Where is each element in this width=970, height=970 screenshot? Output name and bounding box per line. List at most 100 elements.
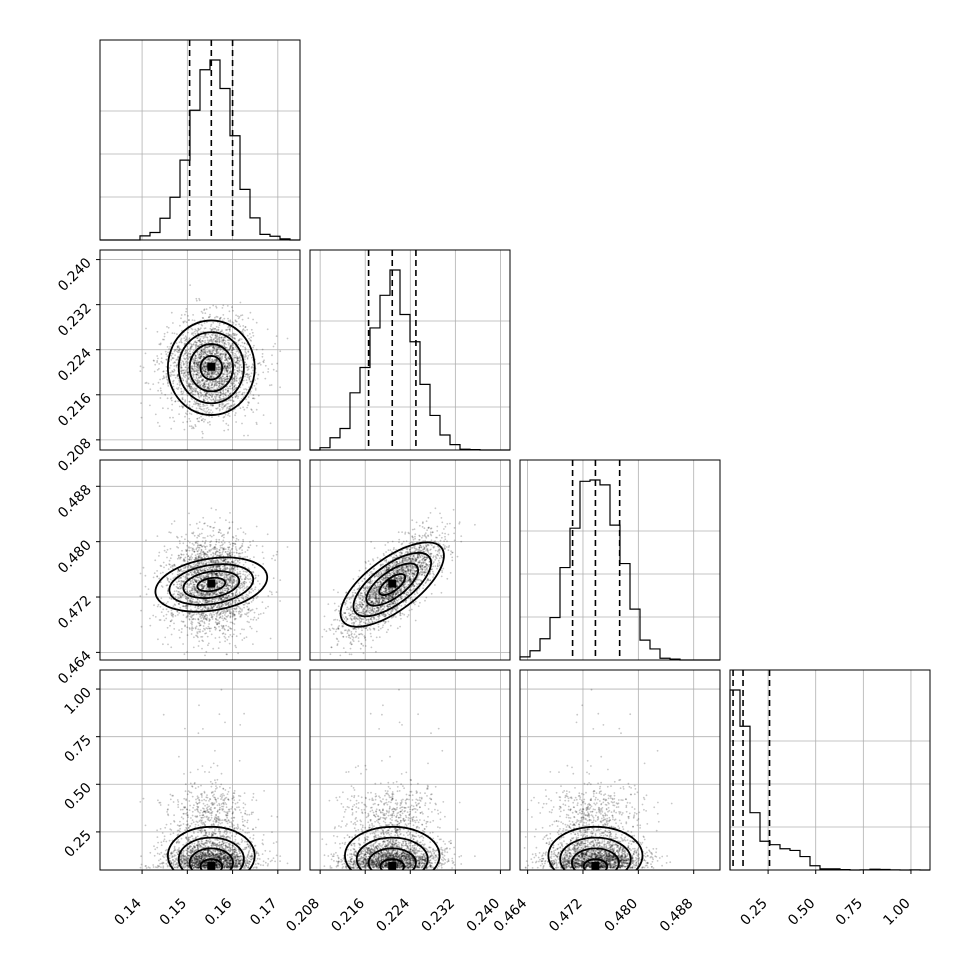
sample-point: [195, 369, 198, 372]
sample-point: [225, 422, 228, 425]
sample-point: [167, 643, 169, 646]
sample-point: [230, 399, 233, 401]
sample-point: [264, 364, 267, 367]
sample-point: [168, 348, 171, 350]
sample-point: [140, 416, 143, 419]
sample-point: [222, 392, 225, 395]
sample-point: [242, 540, 245, 543]
sample-point: [175, 359, 178, 361]
sample-point: [248, 379, 251, 381]
sample-point: [172, 362, 175, 364]
sample-point: [212, 647, 215, 650]
sample-point: [186, 560, 189, 563]
sample-point: [173, 369, 176, 372]
sample-point: [218, 355, 221, 358]
sample-point: [159, 619, 162, 621]
sample-point: [254, 387, 257, 390]
sample-point: [200, 554, 203, 556]
sample-point: [165, 373, 168, 375]
sample-point: [208, 421, 211, 423]
sample-point: [236, 377, 238, 379]
sample-point: [201, 620, 204, 623]
sample-point: [242, 603, 245, 606]
sample-point: [237, 539, 240, 541]
sample-point: [212, 321, 215, 324]
sample-point: [216, 362, 219, 365]
sample-point: [228, 364, 231, 366]
sample-point: [210, 329, 213, 332]
sample-point: [218, 541, 220, 544]
sample-point: [203, 365, 206, 368]
sample-point: [205, 562, 207, 565]
sample-point: [207, 357, 210, 360]
sample-point: [219, 558, 222, 561]
sample-point: [207, 551, 209, 553]
sample-point: [198, 417, 201, 419]
sample-point: [177, 593, 179, 596]
sample-point: [222, 420, 225, 422]
sample-point: [142, 566, 145, 569]
sample-point: [210, 409, 212, 411]
sample-point: [218, 384, 221, 386]
sample-point: [249, 353, 252, 356]
sample-point: [212, 393, 215, 396]
sample-point: [188, 590, 191, 592]
sample-point: [214, 521, 216, 524]
sample-point: [157, 381, 160, 384]
sample-point: [162, 561, 165, 564]
sample-point: [203, 395, 206, 397]
sample-point: [180, 582, 183, 584]
sample-point: [243, 587, 246, 590]
sample-point: [200, 335, 203, 338]
sample-point: [162, 407, 164, 410]
sample-point: [249, 577, 252, 580]
sample-point: [169, 547, 172, 550]
sample-point: [233, 403, 236, 406]
sample-point: [197, 420, 200, 423]
sample-point: [189, 386, 191, 389]
sample-point: [224, 640, 227, 643]
sample-point: [199, 392, 202, 394]
sample-point: [193, 570, 196, 573]
sample-point: [244, 329, 246, 332]
sample-point: [243, 628, 245, 631]
sample-point: [255, 348, 258, 351]
sample-point: [207, 408, 210, 411]
sample-point: [243, 434, 245, 437]
sample-point: [203, 621, 206, 623]
sample-point: [169, 557, 172, 560]
sample-point: [234, 375, 236, 378]
sample-point: [207, 642, 210, 645]
sample-point: [231, 622, 234, 625]
sample-point: [227, 394, 230, 397]
sample-point: [212, 327, 215, 330]
sample-point: [198, 600, 201, 602]
sample-point: [180, 631, 183, 634]
sample-point: [217, 415, 220, 418]
sample-point: [243, 408, 246, 411]
sample-point: [206, 410, 209, 413]
sample-point: [232, 400, 235, 403]
sample-point: [182, 614, 185, 616]
sample-point: [166, 626, 169, 629]
sample-point: [185, 338, 187, 341]
sample-point: [209, 545, 212, 548]
sample-point: [216, 393, 219, 396]
sample-point: [250, 627, 253, 630]
sample-point: [168, 559, 171, 562]
sample-point: [195, 366, 198, 368]
sample-point: [223, 541, 226, 544]
sample-point: [271, 363, 273, 365]
sample-point: [165, 613, 168, 616]
sample-point: [245, 363, 248, 366]
sample-point: [203, 372, 206, 375]
sample-point: [166, 397, 169, 400]
sample-point: [180, 387, 183, 390]
sample-point: [172, 322, 174, 324]
sample-point: [197, 323, 200, 325]
sample-point: [226, 653, 228, 656]
sample-point: [201, 592, 204, 595]
sample-point: [221, 406, 223, 409]
sample-point: [210, 553, 213, 556]
